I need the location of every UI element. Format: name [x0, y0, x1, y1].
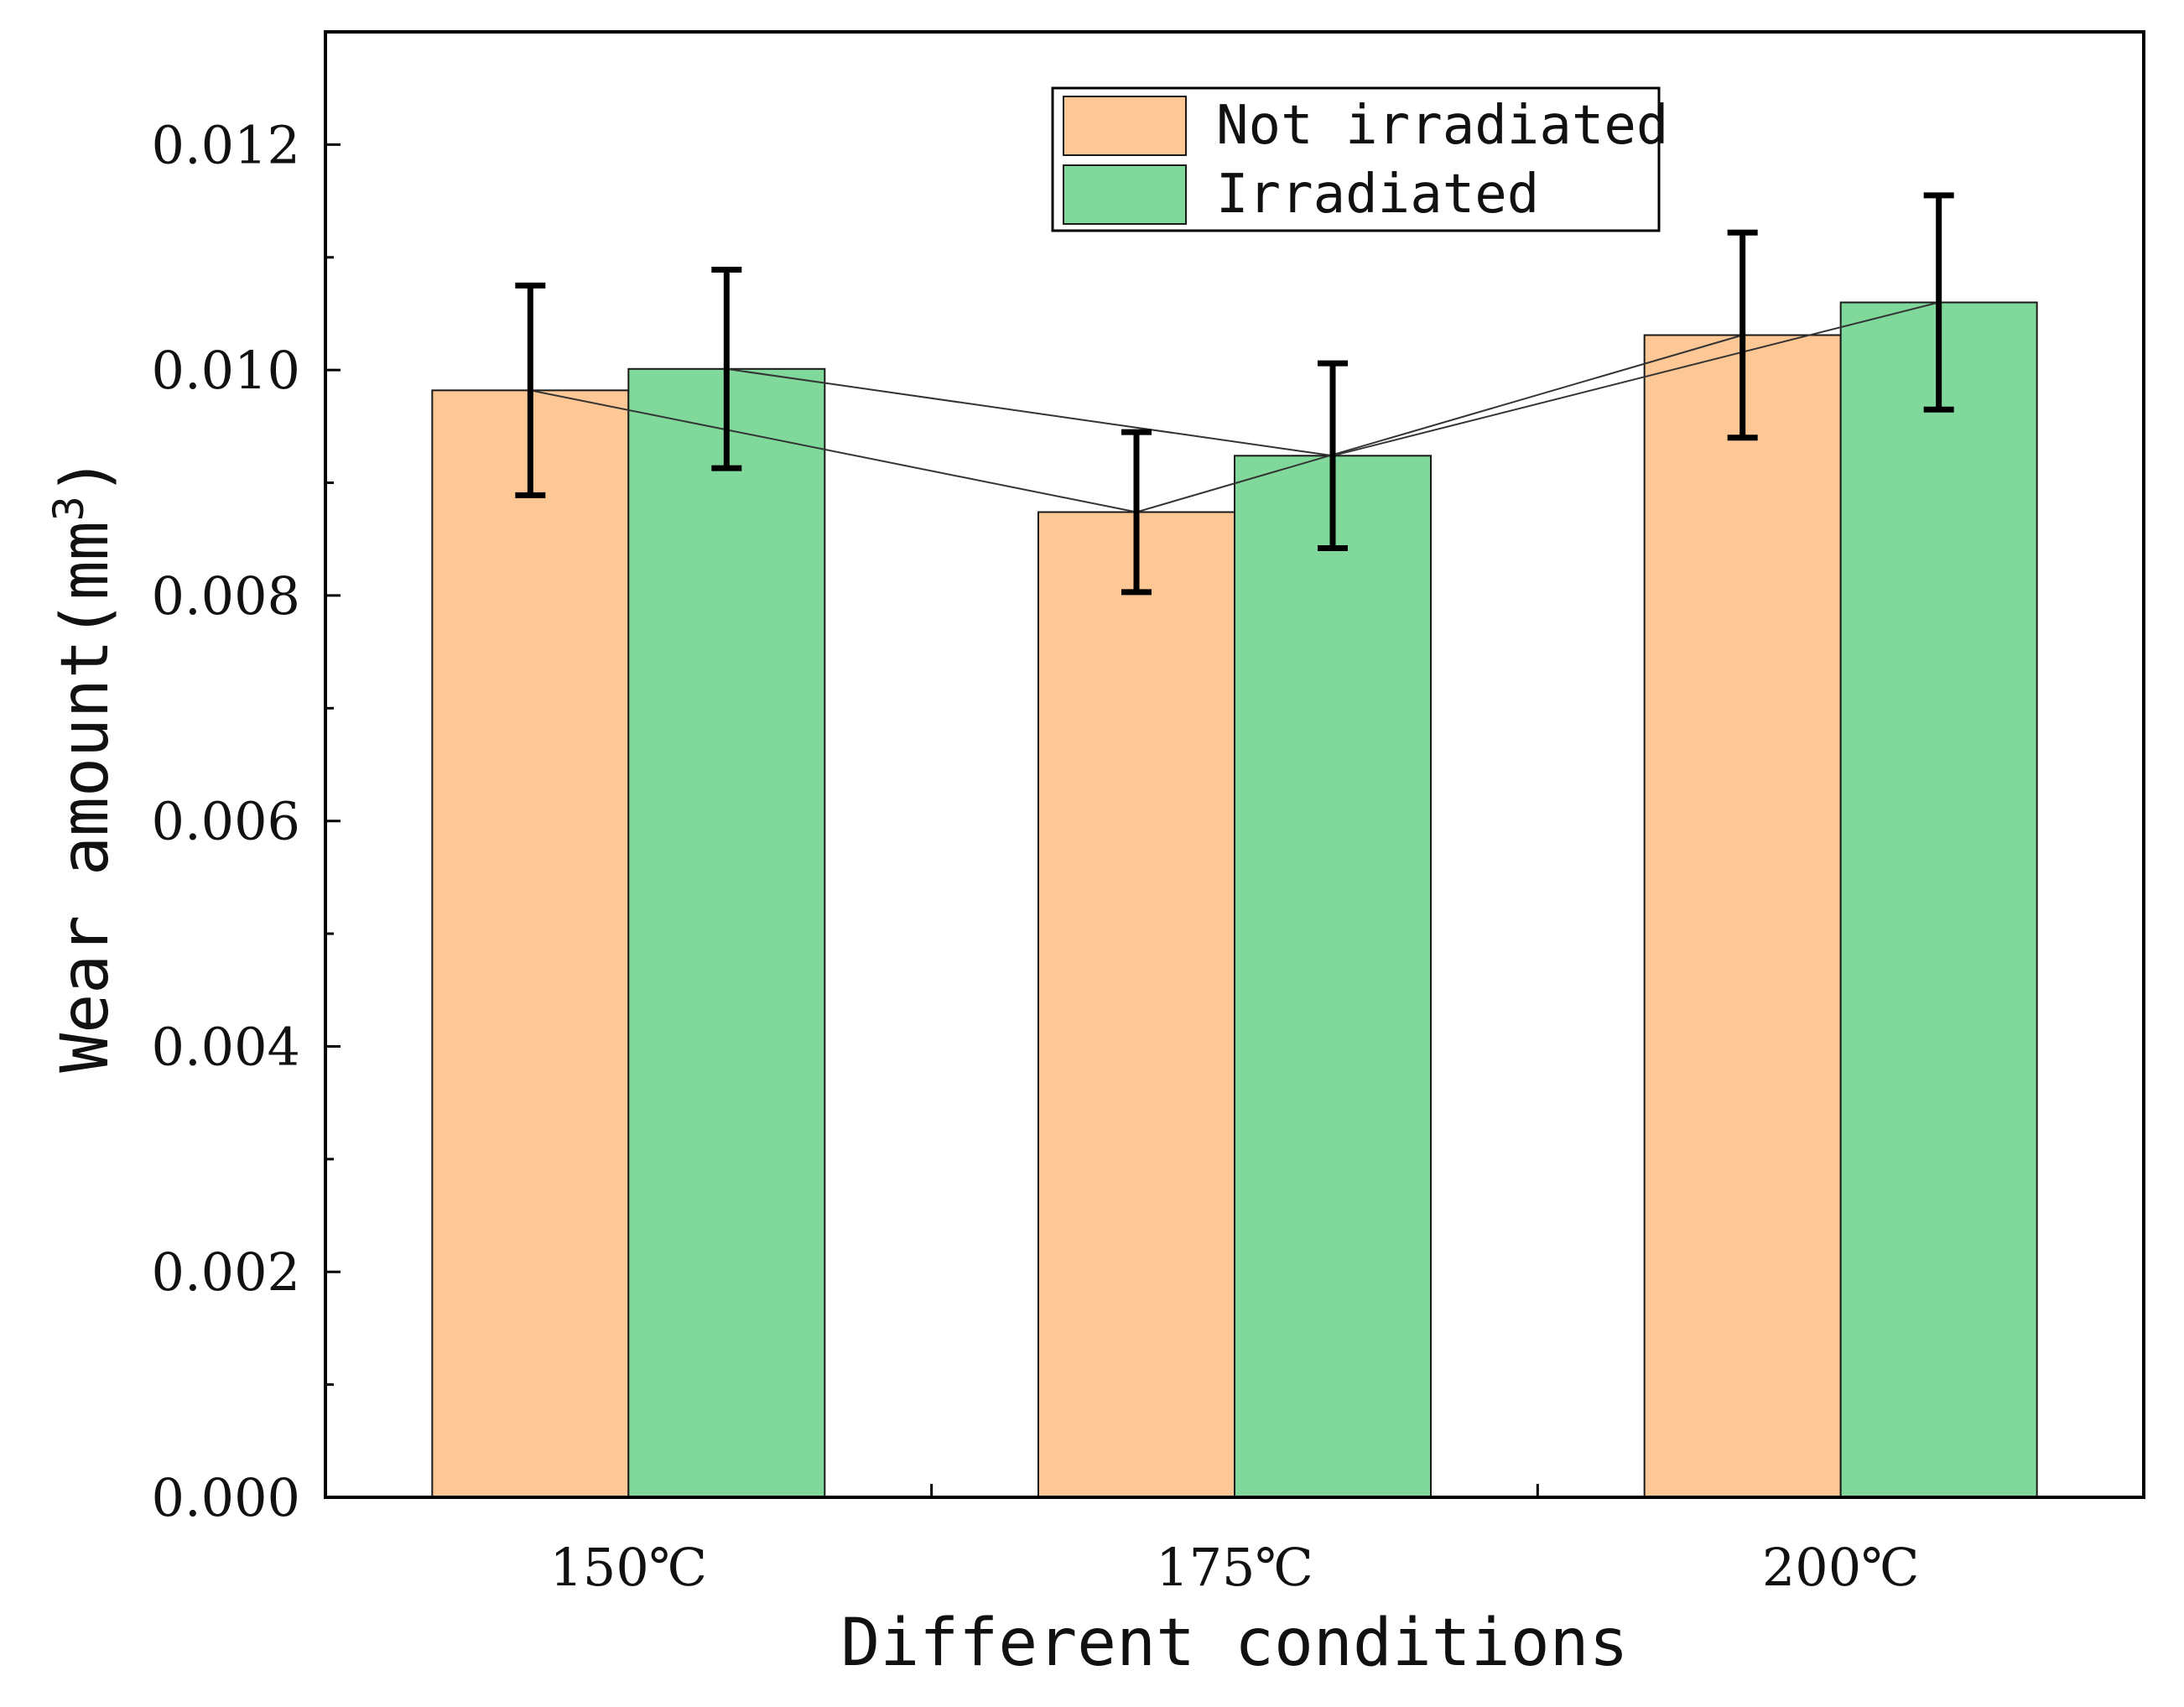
x-tick-label: 200℃ [1762, 1537, 1920, 1598]
y-tick-label: 0.010 [152, 340, 301, 401]
bar-not-irradiated-0 [431, 389, 630, 1499]
x-tick-label: 175℃ [1156, 1537, 1313, 1598]
plot-frame [324, 30, 2145, 1499]
y-tick-label: 0.004 [152, 1016, 301, 1077]
x-tick-label: 150℃ [549, 1537, 707, 1598]
bar-not-irradiated-1 [1037, 511, 1235, 1498]
y-tick-label: 0.006 [152, 791, 301, 852]
bar-not-irradiated-2 [1643, 334, 1842, 1498]
legend-swatch-irradiated [1063, 164, 1187, 225]
y-axis-title: Wear amount(mm3) [44, 456, 123, 1073]
error-bar-irradiated-1 [1318, 360, 1348, 551]
y-axis-title-end: ) [48, 456, 123, 496]
y-tick-label: 0.000 [152, 1467, 301, 1528]
y-axis-title-main: Wear amount(mm [48, 521, 123, 1072]
legend-label-not-irradiated: Not irradiated [1216, 95, 1668, 157]
legend-label-irradiated: Irradiated [1216, 164, 1539, 226]
y-tick-label: 0.012 [152, 114, 301, 175]
error-bar-not-irradiated-2 [1727, 229, 1758, 441]
y-axis-title-superscript: 3 [44, 496, 93, 521]
legend-swatch-not-irradiated [1063, 96, 1187, 156]
bar-irradiated-1 [1234, 455, 1432, 1498]
bar-irradiated-0 [627, 367, 826, 1498]
bar-irradiated-2 [1839, 301, 2038, 1498]
x-axis-title: Different conditions [840, 1606, 1628, 1681]
legend: Not irradiated Irradiated [1051, 86, 1668, 232]
error-bar-not-irradiated-0 [515, 282, 546, 498]
error-bar-irradiated-2 [1923, 192, 1954, 413]
y-tick-label: 0.002 [152, 1241, 301, 1303]
y-tick-label: 0.008 [152, 565, 301, 627]
error-bar-not-irradiated-1 [1121, 429, 1152, 596]
error-bar-irradiated-0 [711, 267, 742, 471]
